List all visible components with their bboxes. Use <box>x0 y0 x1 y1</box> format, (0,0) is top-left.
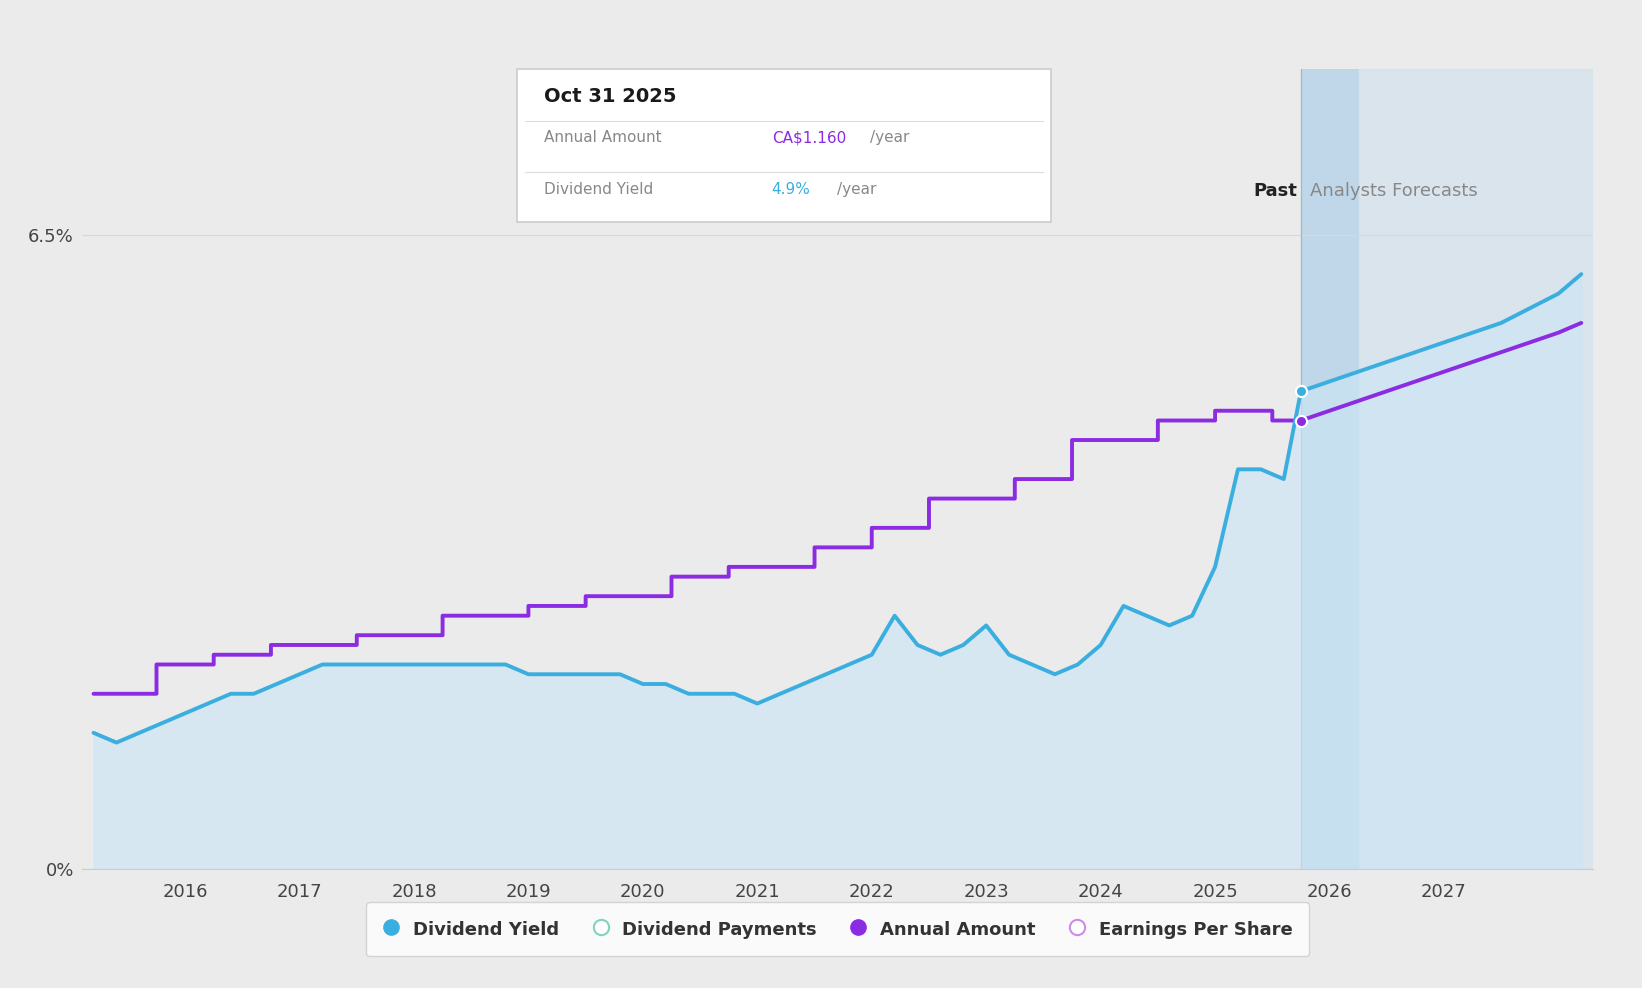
Text: 4.9%: 4.9% <box>772 182 811 197</box>
Text: Annual Amount: Annual Amount <box>544 130 662 145</box>
Text: /year: /year <box>837 182 877 197</box>
Bar <box>1358 69 1593 869</box>
Text: Analysts Forecasts: Analysts Forecasts <box>1310 182 1478 201</box>
Text: CA$1.160: CA$1.160 <box>772 130 846 145</box>
Text: Dividend Yield: Dividend Yield <box>544 182 654 197</box>
Text: /year: /year <box>870 130 910 145</box>
Bar <box>1300 69 1358 869</box>
Text: Oct 31 2025: Oct 31 2025 <box>544 87 677 106</box>
Text: Past: Past <box>1253 182 1297 201</box>
Legend: Dividend Yield, Dividend Payments, Annual Amount, Earnings Per Share: Dividend Yield, Dividend Payments, Annua… <box>366 902 1309 956</box>
